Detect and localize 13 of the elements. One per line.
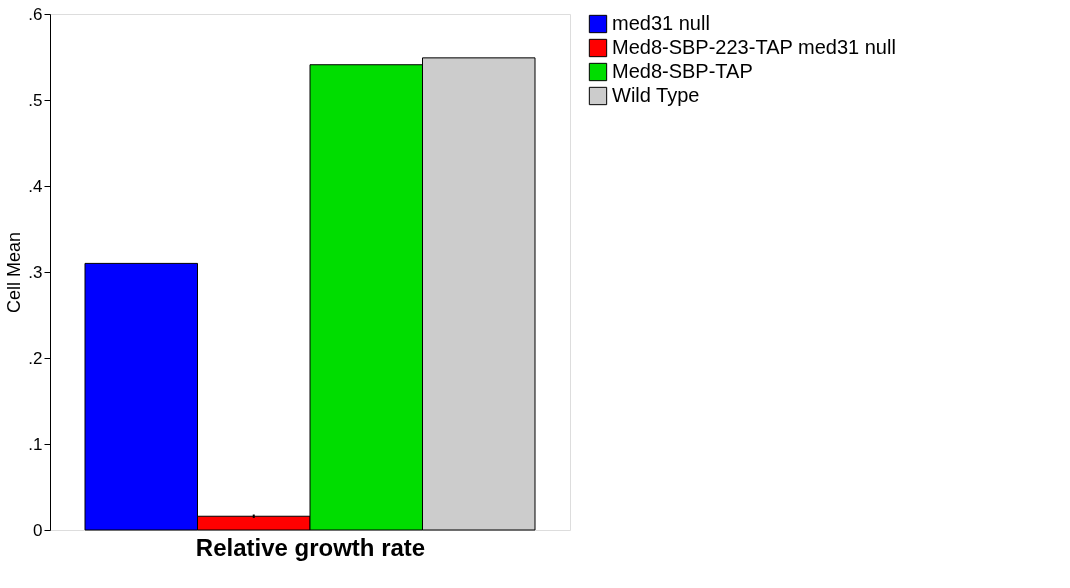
- y-tick-label: .6: [28, 4, 43, 24]
- y-axis-title: Cell Mean: [4, 231, 25, 314]
- y-tick-label: 0: [33, 520, 43, 540]
- y-tick-label: .4: [28, 176, 43, 196]
- y-tick-label: .2: [28, 348, 43, 368]
- x-axis-title: Relative growth rate: [195, 533, 426, 561]
- legend-label: Med8-SBP-223-TAP med31 null: [612, 36, 896, 58]
- y-tick-label: .5: [28, 90, 43, 110]
- legend-label: Med8-SBP-TAP: [612, 60, 753, 82]
- y-tick-label: .1: [28, 434, 43, 454]
- legend-label: med31 null: [612, 12, 710, 34]
- y-tick-label: .3: [28, 262, 43, 282]
- legend-label: Wild Type: [612, 84, 700, 106]
